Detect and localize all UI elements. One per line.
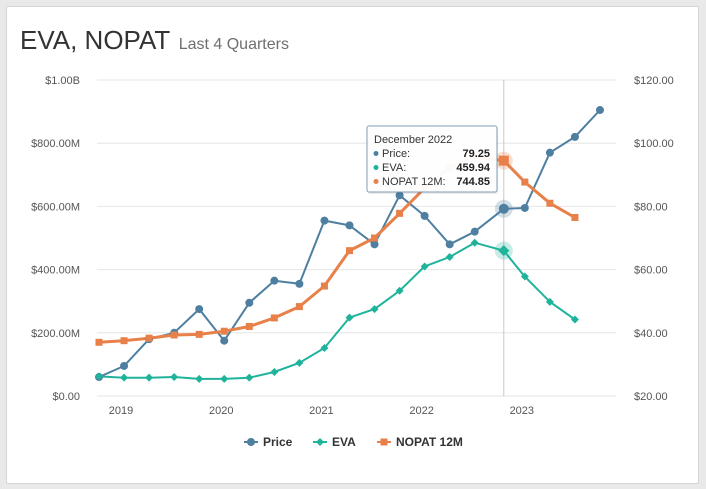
data-point[interactable] [120, 361, 129, 370]
data-point[interactable] [320, 216, 329, 225]
legend-label[interactable]: EVA [332, 435, 356, 449]
data-point[interactable] [320, 282, 328, 290]
data-point[interactable] [220, 336, 229, 345]
data-point[interactable] [345, 221, 354, 230]
data-point[interactable] [546, 199, 554, 207]
legend-swatch-marker [380, 438, 388, 446]
data-point[interactable] [498, 203, 509, 214]
tooltip-value: 459.94 [456, 162, 491, 174]
y-left-tick-label: $200.00M [31, 328, 80, 340]
data-point[interactable] [420, 211, 429, 220]
y-right-tick-label: $120.00 [634, 75, 674, 87]
data-point[interactable] [521, 178, 529, 186]
data-point[interactable] [545, 148, 554, 157]
data-point[interactable] [95, 372, 103, 381]
data-point[interactable] [145, 373, 154, 382]
y-right-tick-label: $80.00 [634, 201, 668, 213]
tooltip-bullet [373, 165, 379, 170]
data-point[interactable] [245, 373, 254, 382]
data-point[interactable] [470, 227, 479, 236]
legend-label[interactable]: Price [263, 435, 293, 449]
data-point[interactable] [195, 305, 204, 314]
data-point[interactable] [195, 374, 204, 383]
chart-subtitle: Last 4 Quarters [178, 36, 289, 53]
data-point[interactable] [570, 315, 579, 324]
series-line-1[interactable] [98, 241, 576, 380]
data-point[interactable] [320, 343, 329, 352]
y-right-tick-label: $60.00 [634, 265, 668, 277]
y-left-tick-label: $800.00M [31, 138, 80, 150]
data-point[interactable] [245, 298, 254, 307]
data-point[interactable] [220, 374, 229, 383]
data-point[interactable] [420, 262, 429, 271]
data-point[interactable] [396, 209, 404, 217]
data-point[interactable] [270, 367, 279, 376]
data-point[interactable] [395, 286, 404, 295]
data-point[interactable] [295, 358, 304, 367]
data-point[interactable] [370, 240, 379, 249]
chart-header: EVA, NOPAT Last 4 Quarters [20, 25, 289, 56]
x-tick-label: 2021 [309, 405, 333, 417]
data-point[interactable] [270, 314, 278, 322]
data-point[interactable] [295, 303, 303, 311]
data-point[interactable] [445, 252, 454, 261]
data-point[interactable] [345, 313, 354, 322]
data-point[interactable] [120, 337, 128, 345]
tooltip-bullet [373, 151, 379, 156]
data-point[interactable] [245, 322, 253, 330]
data-point[interactable] [120, 373, 129, 382]
data-point[interactable] [595, 106, 604, 115]
data-point[interactable] [371, 234, 379, 242]
data-point[interactable] [345, 247, 353, 255]
legend-swatch-marker [247, 438, 255, 446]
data-point[interactable] [395, 191, 404, 200]
y-left-tick-label: $1.00B [45, 75, 80, 87]
data-point[interactable] [170, 331, 178, 339]
chart-card: EVA, NOPAT Last 4 Quarters [6, 6, 699, 484]
data-point[interactable] [295, 279, 304, 288]
data-point[interactable] [520, 272, 529, 281]
data-point[interactable] [170, 373, 179, 382]
legend-swatch-marker [316, 438, 324, 446]
tooltip-label: Price: [382, 148, 410, 160]
tooltip-bullet [373, 179, 379, 184]
data-point[interactable] [95, 338, 103, 346]
tooltip-label: EVA: [382, 162, 406, 174]
x-tick-label: 2019 [109, 405, 133, 417]
data-point[interactable] [195, 330, 203, 338]
data-point[interactable] [220, 327, 228, 335]
legend-label[interactable]: NOPAT 12M [396, 435, 463, 449]
tooltip-title: December 2022 [374, 134, 452, 146]
data-point[interactable] [498, 245, 510, 257]
data-point[interactable] [498, 155, 509, 166]
chart-title: EVA, NOPAT [20, 25, 171, 55]
tooltip-value: 79.25 [462, 148, 490, 160]
data-point[interactable] [470, 238, 479, 247]
data-point[interactable] [570, 132, 579, 141]
tooltip-value: 744.85 [456, 176, 490, 188]
data-point[interactable] [520, 203, 529, 212]
data-point[interactable] [445, 240, 454, 249]
data-point[interactable] [370, 305, 379, 314]
y-left-tick-label: $600.00M [31, 201, 80, 213]
x-tick-label: 2023 [510, 405, 534, 417]
x-tick-label: 2020 [209, 405, 233, 417]
data-point[interactable] [571, 213, 579, 221]
y-right-tick-label: $20.00 [634, 391, 668, 403]
tooltip-box [366, 125, 498, 193]
tooltip-label: NOPAT 12M: [382, 176, 446, 188]
data-point[interactable] [270, 276, 279, 285]
y-right-tick-label: $100.00 [634, 138, 674, 150]
y-left-tick-label: $400.00M [31, 265, 80, 277]
y-left-tick-label: $0.00 [52, 391, 80, 403]
data-point[interactable] [145, 334, 153, 342]
data-point[interactable] [545, 297, 554, 306]
y-right-tick-label: $40.00 [634, 328, 668, 340]
x-tick-label: 2022 [409, 405, 433, 417]
